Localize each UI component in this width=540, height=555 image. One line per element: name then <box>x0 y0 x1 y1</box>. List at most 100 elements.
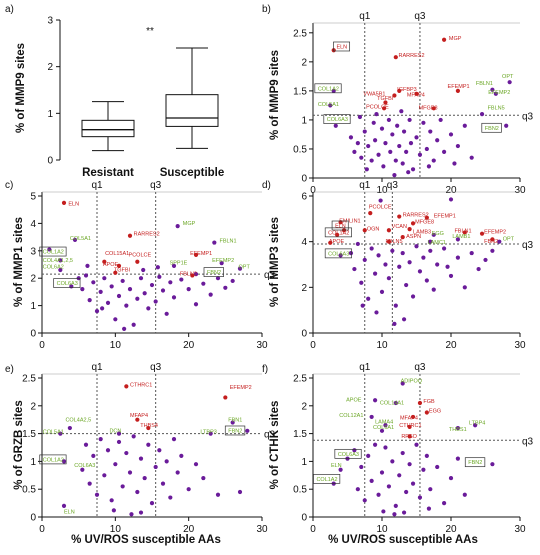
data-point <box>94 492 100 497</box>
point-label: EFEMP2 <box>488 90 510 96</box>
labeled-point <box>58 267 63 273</box>
data-point <box>407 462 412 467</box>
point-label: THBS4 <box>140 423 158 429</box>
data-point <box>215 492 221 497</box>
data-point <box>404 489 409 495</box>
labeled-point <box>245 428 250 433</box>
point-label: FBLN1 <box>219 239 236 245</box>
labeled-point <box>127 233 133 238</box>
data-point <box>407 117 412 123</box>
y-tick-label: 4 <box>301 237 307 248</box>
y-tick-label: 2 <box>30 401 36 412</box>
q1-label: q1 <box>359 362 371 373</box>
q3-label: q3 <box>387 180 399 191</box>
point-label: FBN2 <box>468 460 482 466</box>
data-point <box>374 310 379 315</box>
point-label: LAMB1 <box>452 234 470 240</box>
data-point <box>378 198 383 203</box>
data-point <box>359 280 364 285</box>
box-iqr <box>165 94 219 127</box>
q1-label: q1 <box>359 180 371 191</box>
point-label: FGB <box>423 399 435 405</box>
data-point <box>171 437 177 442</box>
data-point <box>404 282 409 288</box>
data-point <box>171 295 177 300</box>
point-label: PCOLCE <box>369 205 392 211</box>
point-label: EFEMP1 <box>448 84 470 90</box>
data-point <box>164 311 169 316</box>
labeled-point <box>333 123 338 128</box>
y-tick-label: 0 <box>30 329 36 340</box>
data-point <box>386 484 391 489</box>
point-label: COL1A2 <box>328 230 349 236</box>
panel-a-boxplot: 0 1 2 3 Resistant Susceptible ** <box>47 16 224 180</box>
x-tick-label: 10 <box>110 524 122 535</box>
data-point <box>355 487 360 492</box>
data-point <box>455 456 460 461</box>
point-label: OPT <box>502 74 514 80</box>
data-point <box>348 135 354 140</box>
point-label: IGFBP3 <box>397 87 417 93</box>
data-point <box>141 267 146 273</box>
labeled-point <box>230 420 235 425</box>
data-point <box>179 277 184 282</box>
point-label: ADIPOQ <box>401 378 423 384</box>
labeled-point <box>397 214 402 219</box>
data-point <box>109 284 114 289</box>
y-tick-label: 1 <box>47 109 53 120</box>
data-point <box>407 260 412 265</box>
point-label: EMILIN1 <box>339 218 360 224</box>
data-point <box>428 129 433 134</box>
data-point <box>397 143 402 149</box>
point-label: EFEMP1 <box>190 251 212 257</box>
data-point <box>193 302 199 307</box>
point-label: THBS1 <box>449 427 467 433</box>
x-tick-label: 30 <box>514 524 526 535</box>
point-label: RARRES2 <box>399 53 425 59</box>
data-point <box>414 442 419 447</box>
labeled-point <box>410 414 416 420</box>
labeled-point <box>67 425 72 431</box>
data-point <box>424 453 429 458</box>
y-tick-label: 0 <box>47 156 53 167</box>
data-point <box>168 495 173 500</box>
q1-label: q1 <box>91 362 103 373</box>
point-label: MFAP4 <box>407 93 425 99</box>
point-label: OPT <box>239 265 251 271</box>
y-tick-label: 2.5 <box>293 28 307 39</box>
labeled-point <box>507 80 512 85</box>
data-point <box>127 287 133 292</box>
data-point <box>417 495 423 500</box>
data-point <box>462 492 467 497</box>
labeled-point <box>497 239 502 244</box>
y-tick-label: 1 <box>30 301 36 312</box>
y-tick-label: 2 <box>301 283 307 294</box>
point-label: FBN1 <box>228 417 242 423</box>
panel-e-scatter: 0 0.5 1 1.5 2 2.5 0 10 20 30 q1 q3 q3 CTHRC1 EFEMP2 MFA… <box>22 362 275 535</box>
data-point <box>373 442 378 447</box>
point-label: LAMB3 <box>413 230 431 236</box>
data-point <box>116 439 122 445</box>
box-iqr <box>81 119 135 138</box>
significance-label: ** <box>146 26 154 37</box>
data-point <box>124 450 129 456</box>
point-label: COL1A2 <box>316 477 337 483</box>
labeled-point <box>338 467 343 472</box>
data-point <box>120 278 125 284</box>
y-tick-label: 2 <box>47 62 53 73</box>
label-box <box>314 83 342 94</box>
data-point <box>138 510 144 515</box>
q3-label: q3 <box>414 11 426 22</box>
panel-b-scatter: 0 0.5 1 1.5 2 2.5 0 10 20 30 q1 q3 q3 ELN MGP RARRES2 CO… <box>293 11 533 196</box>
x-tick-label: 10 <box>110 340 122 351</box>
data-point <box>138 276 144 281</box>
data-point <box>462 285 467 290</box>
y-axis-title-d: % of MMP3 sites <box>269 217 281 307</box>
labeled-point <box>392 93 397 98</box>
data-point <box>109 498 114 503</box>
data-point <box>424 146 429 152</box>
labeled-point <box>455 425 460 431</box>
data-point <box>193 462 199 467</box>
data-point <box>357 114 363 120</box>
